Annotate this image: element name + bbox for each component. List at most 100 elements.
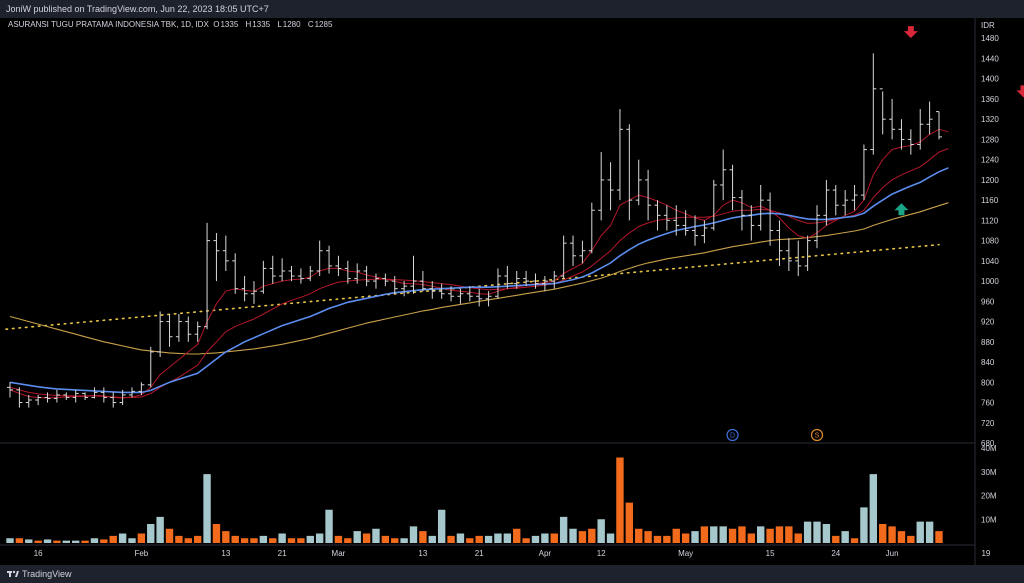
- volume-bar: [344, 538, 352, 543]
- ohlc-bar: [654, 200, 661, 231]
- ohlc-bar: [898, 119, 905, 150]
- ohlc-bar: [429, 281, 436, 299]
- price-tick-label: 800: [981, 378, 995, 387]
- price-tick-label: 960: [981, 297, 995, 306]
- volume-bar: [456, 533, 465, 543]
- ohlc-bar: [260, 260, 267, 294]
- ohlc-bar: [645, 169, 652, 221]
- ohlc-bar: [316, 240, 323, 277]
- price-tick-label: 680: [981, 439, 995, 448]
- time-tick-label: 21: [278, 549, 287, 558]
- ohlc-bar: [926, 101, 933, 135]
- time-axis[interactable]: 16 Feb 13 21 Mar 13 21 Apr 12 May 15 24 Jun 19: [34, 549, 991, 558]
- volume-bar: [15, 538, 24, 543]
- ohlc-bar: [335, 255, 342, 277]
- volume-bar: [700, 526, 709, 543]
- ohlc-bar: [213, 233, 220, 282]
- ohlc-bar: [570, 235, 577, 266]
- ohlc-bar: [91, 387, 98, 399]
- ohlc-bar: [785, 238, 792, 271]
- event-circle: [810, 428, 824, 442]
- volume-bar: [907, 535, 915, 543]
- ohlc-bar: [616, 109, 623, 201]
- volume-bar: [306, 535, 314, 543]
- volume-bar: [879, 524, 887, 543]
- price-axis[interactable]: IDR 1480 1440 1400 1360 1320 1280 1240 1200 1160 1…: [981, 21, 999, 524]
- volume-bar: [503, 533, 512, 543]
- volume-bar: [513, 528, 521, 543]
- ohlc-bar: [504, 265, 511, 289]
- grid: [0, 18, 976, 565]
- ohlc-bar: [222, 235, 229, 271]
- ohlc-bar: [363, 265, 370, 287]
- volume-bar: [747, 533, 756, 543]
- volume-bar: [118, 533, 127, 543]
- volume-bar: [672, 528, 680, 543]
- tradingview-logo-icon[interactable]: [6, 565, 20, 583]
- volume-bar: [184, 538, 192, 543]
- ohlc-bar: [720, 149, 727, 201]
- volume-bar: [916, 521, 924, 543]
- volume-bar: [494, 533, 502, 543]
- volume-bar: [850, 538, 859, 543]
- volume-bar: [222, 531, 230, 543]
- ohlc-bar: [917, 109, 924, 150]
- ohlc-bar: [551, 270, 558, 289]
- time-tick-label: Mar: [332, 549, 346, 558]
- volume-bar: [53, 540, 61, 543]
- volume-bar: [766, 528, 774, 543]
- volume-bar: [175, 535, 183, 543]
- ohlc-bar: [410, 255, 417, 294]
- price-tick-label: 1440: [981, 54, 999, 63]
- time-tick-label: 15: [766, 549, 775, 558]
- ohlc-bar: [166, 313, 173, 347]
- ohlc-bar: [635, 159, 642, 206]
- ohlc-bar: [757, 184, 764, 231]
- volume-bar: [541, 533, 549, 543]
- ohlc-bar: [541, 276, 548, 292]
- split-event-icon[interactable]: S: [810, 428, 824, 442]
- dividend-event-icon[interactable]: D: [726, 428, 739, 442]
- ohlc-bar: [100, 387, 107, 403]
- volume-tick-label: 30M: [981, 468, 997, 477]
- volume-bar: [588, 528, 596, 543]
- ohlc-bar: [128, 387, 135, 398]
- volume-bar: [484, 535, 493, 543]
- symbol-legend: ASURANSI TUGU PRATAMA INDONESIA TBK, 1D,…: [8, 20, 337, 29]
- currency-label: IDR: [981, 21, 995, 30]
- time-tick-label: 24: [831, 549, 840, 558]
- volume-bar: [25, 539, 33, 543]
- volume-bar: [362, 533, 371, 543]
- low-label: L: [277, 20, 282, 29]
- volume-bar: [738, 526, 746, 543]
- footer-bar: TradingView: [0, 565, 1024, 583]
- ohlc-bar: [110, 392, 117, 408]
- ohlc-bar: [860, 144, 867, 201]
- volume-bar: [653, 535, 662, 543]
- ohlc-bar: [579, 240, 586, 264]
- price-tick-label: 720: [981, 419, 995, 428]
- volume-bar: [681, 533, 690, 543]
- volume-bar: [813, 521, 821, 543]
- ohlc-bar: [25, 394, 32, 408]
- ohlc-bar: [344, 260, 351, 284]
- time-tick-label: 12: [597, 549, 606, 558]
- time-tick-label: Jun: [886, 549, 899, 558]
- volume-bar: [616, 457, 624, 543]
- ohlc-bar: [194, 321, 201, 342]
- volume-bar: [897, 531, 906, 543]
- volume-bar: [6, 538, 14, 543]
- volume-bar: [578, 531, 587, 543]
- arrow-up-icon: [894, 203, 909, 216]
- ohlc-bar: [767, 192, 774, 246]
- ohlc-bar: [232, 253, 239, 294]
- price-tick-label: 840: [981, 358, 995, 367]
- volume-bar: [400, 538, 408, 543]
- volume-bar: [606, 533, 615, 543]
- ohlc-bar: [814, 205, 821, 249]
- ohlc-bar: [560, 235, 567, 279]
- ohlc-bar: [738, 190, 745, 231]
- ohlc-bar: [626, 124, 633, 221]
- ma-gold-line: [9, 202, 949, 355]
